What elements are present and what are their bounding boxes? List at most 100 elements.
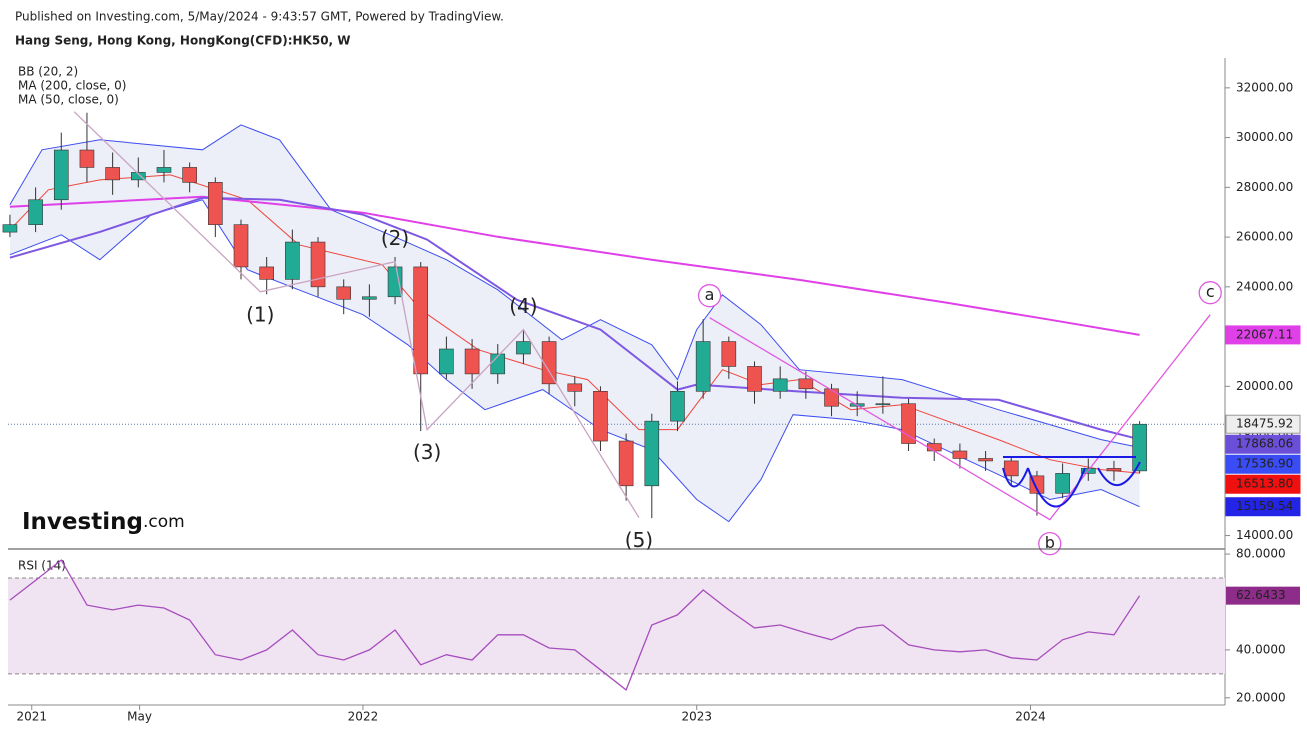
wave-label: c [1206,282,1215,301]
candle-body [182,167,197,183]
price-label: 15159.54 [1236,499,1293,513]
candle-body [824,388,839,407]
candle-body [593,390,608,442]
candle-body [541,341,557,385]
candle-body [1106,468,1122,472]
candle-body [439,348,454,375]
candle-body [2,224,18,233]
candle-body [387,266,403,298]
candle-body [259,266,274,280]
candle-body [901,403,916,444]
wave-label: (5) [625,528,653,552]
logo-suffix: .com [143,512,185,532]
bb-lower [9,199,1140,523]
candle-body [233,224,249,268]
wave-label: (1) [246,302,274,326]
candle-body [747,366,762,392]
price-label: 17536.90 [1236,457,1293,471]
price-label: 22067.11 [1236,327,1293,341]
price-label-bg [1225,325,1301,345]
symbol-title: Hang Seng, Hong Kong, HongKong(CFD):HK50… [15,34,351,48]
y-tick-label: 80.0000 [1236,547,1286,561]
wave-line [73,111,640,519]
y-tick-label: 26000.00 [1236,230,1293,244]
y-tick-label: 20000.00 [1236,379,1293,393]
candle-body [516,341,531,355]
y-tick-label: 30000.00 [1236,130,1293,144]
wave-label: (2) [381,226,409,250]
y-tick-label: 20.0000 [1236,690,1286,704]
bb-fill [9,124,1140,522]
y-tick-label: 40.0000 [1236,642,1286,656]
wave-label: b [1045,533,1055,552]
candle-body [105,167,120,181]
rsi-value-label: 62.6433 [1236,588,1286,602]
price-label-bg [1225,474,1301,494]
candle-body [156,167,172,173]
x-tick-label: 2021 [16,710,47,724]
published-note: Published on Investing.com, 5/May/2024 -… [15,10,504,24]
rsi-label-bg [1226,586,1300,605]
price-label-bg [1225,434,1301,454]
y-tick-label: 24000.00 [1236,279,1293,293]
candle-body [875,403,891,406]
wave-circle [697,284,722,308]
candle-body [131,172,146,181]
legend-entry: BB (20, 2) [18,65,78,79]
head-and-shoulders [1002,456,1141,508]
candle-body [721,341,737,367]
price-label: 17868.06 [1236,437,1293,451]
candle-body [336,286,352,300]
wave-circle [1198,281,1222,305]
candle-body [1055,473,1070,494]
x-tick-label: 2023 [681,710,712,724]
candle-body [926,443,942,452]
y-tick-label: 28000.00 [1236,180,1293,194]
bb-upper [9,124,1140,448]
legend-entry: MA (50, close, 0) [18,93,119,107]
wave-label: a [705,285,715,304]
candle-body [53,149,69,201]
price-label-bg [1225,497,1301,517]
candle-body [695,341,711,392]
candle-body [208,182,223,225]
y-tick-label: 32000.00 [1236,80,1293,94]
rsi-band [8,578,1225,674]
candle-body [798,378,814,390]
price-label: 18475.92 [1236,417,1293,431]
candle-body [952,450,968,459]
price-label: 16513.80 [1236,477,1293,491]
candle-body [362,296,377,300]
logo-brand: Investing [22,509,143,535]
x-tick-label: May [127,710,152,724]
price-label-bg [1225,414,1301,434]
candle-body [618,440,634,487]
candle-body [670,390,685,422]
candle-body [567,383,583,392]
wave-label: (3) [413,440,441,464]
candle-body [28,199,43,225]
candle-body [413,266,429,375]
x-tick-label: 2022 [348,710,379,724]
rsi-title: RSI (14) [18,559,66,573]
candle-body [285,241,300,280]
candle-body [310,241,326,288]
candle-body [644,420,660,487]
price-pane: (1) (2) (3) (4) (5) a b c [2,111,1225,556]
candle-body [772,378,788,392]
wave-line [709,314,1211,521]
wave-label: (4) [509,294,537,318]
ma50-line [9,196,1140,441]
legend-entry: MA (200, close, 0) [18,79,126,93]
x-tick-label: 2024 [1015,710,1046,724]
candle-body [464,348,480,375]
ma200-line [9,195,1140,336]
y-tick-label: 14000.00 [1236,528,1293,542]
rsi-line [9,559,1141,691]
price-label-bg [1225,454,1301,474]
candle-body [1003,460,1019,477]
logo: Investing.com [22,509,185,535]
candle-body [978,458,993,462]
